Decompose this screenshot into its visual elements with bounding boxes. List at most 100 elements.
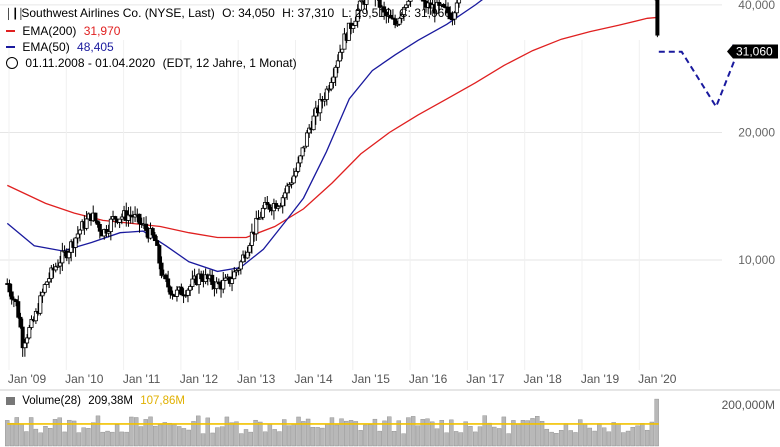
volume-bar [91,422,96,447]
volume-bar [339,418,344,447]
candle [25,334,30,349]
close-label: C: [398,6,411,20]
volume-bar [563,423,569,447]
candle [16,295,21,319]
volume-bar [387,416,392,447]
volume-bar [358,430,363,447]
volume-bar [119,431,125,447]
candle-body [404,4,409,8]
candlestick-icon: │┃│ [6,9,25,20]
x-axis-labels: Jan '09 Jan '10 Jan '11 Jan '12 Jan '13 Jan '… [8,372,677,386]
volume-bar [229,422,234,447]
volume-bar [625,430,631,447]
volume-bar [654,398,659,447]
candle-body [16,301,21,318]
candle-body [73,237,78,248]
candle-body [393,18,398,26]
candle-body [117,218,122,223]
volume-bar [539,421,545,447]
volume-bar [506,433,511,447]
volume-bar [549,431,554,447]
volume-bar [449,419,454,447]
candle-body [113,216,118,220]
candle-body [377,0,382,8]
candle-body [421,0,426,2]
candle [291,168,296,184]
candle [452,10,457,25]
x-tick-label: Jan '13 [237,372,276,386]
candle-body [53,266,58,271]
candle-body [300,147,305,157]
volume-bar [248,431,253,447]
candle [108,216,113,241]
ema200-swatch [6,29,15,32]
y-tick-label: 10,000 [738,253,775,267]
candle-body [168,286,173,295]
volume-value: 209,38M [88,395,133,407]
volume-bar [611,422,616,447]
volume-bar [9,422,15,447]
volume-bar [153,425,158,447]
volume-bar [95,415,101,447]
candle-body [247,245,252,253]
volume-bar [133,417,139,447]
candle-body [285,185,290,194]
candle-body [9,291,14,300]
volume-bar [544,428,550,447]
candle-body [234,270,239,273]
candle [307,124,312,139]
close-value: 31,060 [414,6,452,20]
candle-body [441,4,446,8]
volume-bar [138,426,144,447]
candle [419,0,424,2]
volume-bar [81,427,86,447]
volume-bar [616,423,621,447]
candle-body [95,220,100,225]
candle-body [106,231,111,234]
volume-bar [573,432,578,447]
volume-bar [401,433,406,447]
candle-body [318,99,323,114]
candle-body [329,82,334,90]
candle [60,242,65,271]
ema200-value: 31,970 [83,24,121,38]
volume-bar [167,422,172,447]
volume-bar [33,428,39,447]
candle-body [327,88,332,91]
date-range: 01.11.2008 - 01.04.2020 [25,56,156,70]
candle [346,22,351,41]
candle [300,147,305,160]
candle [446,2,451,20]
volume-bar [644,429,650,447]
volume-bar [148,416,153,447]
candle-body [185,289,190,296]
candle [163,273,168,283]
candle [152,232,157,242]
x-tick-label: Jan '14 [294,372,333,386]
candle-body [232,271,237,280]
candle [155,235,160,246]
volume-bar [320,427,325,447]
legend-range-row: 01.11.2008 - 01.04.2020 (EDT, 12 Jahre, … [6,55,451,71]
candle [119,213,124,225]
candle [351,23,356,33]
volume-bar [5,420,10,447]
volume-bar [444,432,449,447]
candle-body [20,326,25,349]
candle-body [304,132,309,147]
candle-body [157,245,162,264]
candle [55,259,60,268]
candle-body [291,175,296,184]
candle [106,224,111,238]
candle [159,256,164,279]
volume-bar [243,429,249,447]
candle-body [388,14,393,19]
candle-body [282,192,287,199]
candle [137,213,142,233]
candle-body [322,99,327,102]
candle-body [49,267,54,280]
candle [408,0,413,7]
volume-bar [415,425,421,447]
candle-body [293,170,298,177]
candle [66,248,71,265]
